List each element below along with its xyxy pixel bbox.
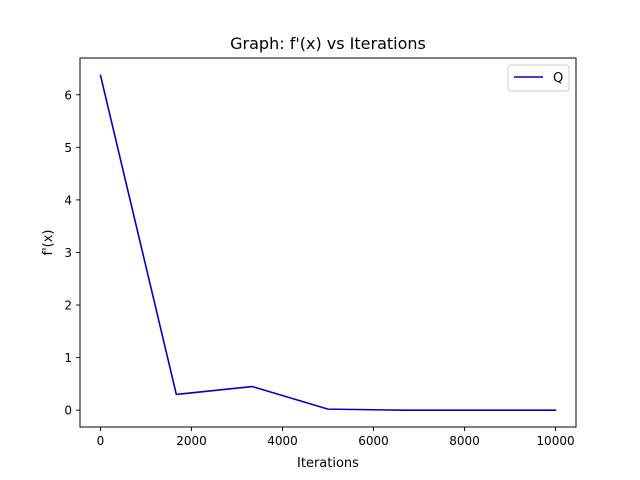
x-tick-label: 4000 — [267, 434, 298, 448]
chart-title: Graph: f'(x) vs Iterations — [230, 34, 426, 53]
x-tick-label: 6000 — [358, 434, 389, 448]
y-tick-label: 5 — [64, 141, 72, 155]
x-axis-label: Iterations — [297, 456, 359, 471]
y-tick-label: 3 — [64, 246, 72, 260]
y-axis-label: f'(x) — [41, 230, 56, 256]
y-tick-label: 1 — [64, 351, 72, 365]
x-tick-label: 0 — [97, 434, 105, 448]
legend-box — [507, 64, 570, 92]
y-tick-label: 2 — [64, 299, 72, 313]
axes-frame — [79, 57, 577, 428]
x-tick-label: 10000 — [536, 434, 574, 448]
x-axis-ticks: 0 2000 4000 6000 8000 10000 — [97, 427, 575, 448]
y-tick-label: 4 — [64, 193, 72, 207]
series-layer — [99, 74, 557, 411]
legend-label-q: Q — [553, 71, 563, 86]
y-tick-label: 6 — [64, 88, 72, 102]
y-axis-ticks: 0 1 2 3 4 5 6 — [64, 88, 80, 418]
x-tick-label: 2000 — [176, 434, 207, 448]
series-line-q — [99, 74, 557, 411]
y-tick-label: 0 — [64, 404, 72, 418]
plot-area: 0 2000 4000 6000 8000 10000 0 1 2 3 4 5 6 — [64, 57, 577, 448]
legend: Q — [507, 64, 570, 92]
x-tick-label: 8000 — [449, 434, 480, 448]
